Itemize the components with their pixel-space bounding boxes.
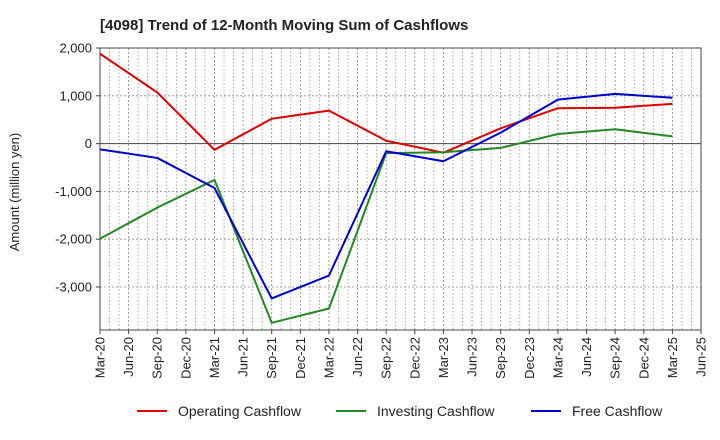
x-tick-label: Dec-23 (522, 337, 537, 379)
x-tick-label: Sep-20 (150, 337, 165, 379)
legend: Operating Cashflow Investing Cashflow Free… (137, 403, 663, 419)
plot-area: 2,000 1,000 0 -1,000 -2,000 -3,000 Mar-20 Jun-2… (55, 41, 708, 379)
x-tick-label: Jun-25 (694, 337, 709, 377)
x-tick-label: Sep-24 (608, 337, 623, 379)
x-tick-label: Dec-22 (407, 337, 422, 379)
x-tick-label: Dec-20 (178, 337, 193, 379)
x-tick-label: Jun-21 (236, 337, 251, 377)
y-tick-label: -3,000 (55, 279, 92, 294)
y-tick-label: -1,000 (55, 184, 92, 199)
x-tick-label: Dec-21 (293, 337, 308, 379)
x-tick-label: Mar-20 (93, 337, 108, 378)
y-tick-label: 0 (85, 136, 92, 151)
x-tick-label: Jun-22 (350, 337, 365, 377)
x-tick-label: Jun-24 (579, 337, 594, 377)
x-tick-label: Mar-21 (207, 337, 222, 378)
x-tick-label: Dec-24 (636, 337, 651, 379)
series-line-free-cashflow (99, 92, 673, 300)
legend-label: Free Cashflow (572, 403, 663, 419)
y-axis-label: Amount (million yen) (7, 133, 22, 252)
legend-label: Investing Cashflow (377, 403, 495, 419)
x-tick-label: Jun-23 (465, 337, 480, 377)
y-tick-label: -2,000 (55, 232, 92, 247)
series-line-operating-cashflow (99, 52, 673, 154)
plot-frame (99, 47, 702, 331)
x-tick-label: Sep-21 (264, 337, 279, 379)
x-tick-label: Sep-22 (379, 337, 394, 379)
x-tick-label: Mar-25 (665, 337, 680, 378)
x-tick-label: Mar-22 (321, 337, 336, 378)
legend-label: Operating Cashflow (178, 403, 302, 419)
y-tick-label: 1,000 (59, 88, 92, 103)
plot-background (100, 48, 701, 330)
x-tick-label: Sep-23 (493, 337, 508, 379)
x-tick-label: Jun-20 (121, 337, 136, 377)
y-tick-label: 2,000 (59, 41, 92, 56)
x-tick-label: Mar-23 (436, 337, 451, 378)
chart-title: [4098] Trend of 12-Month Moving Sum of C… (100, 17, 468, 34)
x-tick-label: Mar-24 (550, 337, 565, 378)
